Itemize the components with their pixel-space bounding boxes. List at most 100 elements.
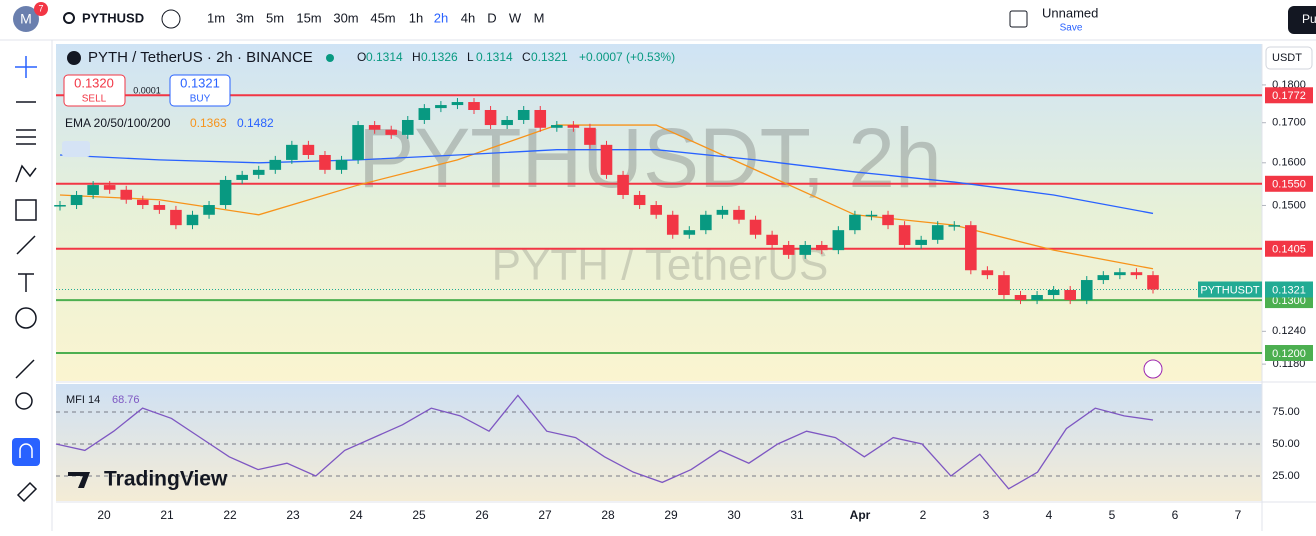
x-tick-label: 29 [664,508,678,522]
x-tick-label: Apr [850,508,871,522]
interval[interactable]: M [534,10,545,25]
ohlc-value: 0.1321 [531,50,568,64]
candle [335,159,348,170]
level-label: 0.1300 [1272,295,1306,307]
x-tick-label: 22 [223,508,237,522]
candle [70,194,83,206]
candle [799,244,812,255]
mfi-tick-label: 25.00 [1272,470,1300,482]
candle [716,209,729,215]
candle [965,225,977,271]
level-label: 0.1550 [1272,179,1306,191]
candle [1014,295,1027,301]
buy-button[interactable] [169,74,231,107]
publish-button[interactable] [1288,6,1316,34]
x-tick-label: 25 [412,508,426,522]
x-tick-label: 5 [1109,508,1116,522]
mfi-last: 68.76 [112,394,140,406]
candle [915,239,927,245]
avatar[interactable] [13,6,39,32]
add-symbol[interactable] [161,9,181,29]
candle [882,214,894,226]
candle [1114,272,1126,276]
currency-button[interactable] [1265,46,1313,70]
interval[interactable]: 15m [296,10,321,25]
ohlc-key: C [522,50,531,64]
level-label: 0.1405 [1272,244,1306,256]
x-tick-label: 24 [349,508,363,522]
x-tick-label: 4 [1046,508,1053,522]
candle [435,105,447,109]
interval[interactable]: 4h [461,10,475,25]
interval[interactable]: D [487,10,496,25]
spread: 0.0001 [133,85,161,95]
layout-icon[interactable] [1009,10,1028,28]
market-status [326,54,334,62]
interval[interactable]: 30m [333,10,358,25]
candle [236,174,248,180]
interval[interactable]: 1m [207,10,225,25]
candle [1097,275,1110,281]
candle [865,214,878,217]
currency: USDT [1272,52,1302,64]
symbol-label: PYTHUSDT [1200,284,1260,296]
candle [600,144,613,175]
ohlc-key: H [412,50,421,64]
level-label: 0.1772 [1272,90,1306,102]
candle [468,102,480,110]
legend-title: PYTH / TetherUS · 2h · BINANCE [88,49,313,66]
candle [451,102,464,106]
event-icon[interactable] [1143,359,1163,379]
x-tick-label: 2 [920,508,927,522]
candle [617,174,629,195]
ema-value: 0.1363 [190,116,227,130]
buy-label: BUY [190,94,211,105]
interval[interactable]: 3m [236,10,254,25]
candle [319,154,331,170]
mfi-pane[interactable] [56,384,1262,501]
change: +0.0007 (+0.53%) [579,50,675,64]
interval[interactable]: 2h [434,10,448,25]
interval[interactable]: 5m [266,10,284,25]
candle [137,199,149,206]
layout-name[interactable]: Unnamed [1042,5,1098,20]
candle [1064,289,1076,301]
symbol-logo [67,51,81,65]
candle [567,125,580,128]
candle [517,109,530,120]
badge-count: 7 [38,3,43,13]
candle [418,108,431,120]
candle [385,129,398,135]
candle [501,119,513,126]
ohlc-value: 0.1314 [476,50,513,64]
candle [650,205,662,215]
mfi-tick-label: 50.00 [1272,438,1300,450]
interval[interactable]: 1h [409,10,423,25]
candle [683,230,696,235]
sell-label: SELL [82,94,107,105]
y-tick-label: 0.1600 [1272,157,1306,169]
x-tick-label: 30 [727,508,741,522]
symbol-search[interactable]: PYTHUSD [82,10,144,25]
level-badge [1265,240,1313,257]
candle [103,185,116,190]
interval[interactable]: 45m [370,10,395,25]
level-badge [1265,345,1313,362]
candle [534,109,547,128]
interval[interactable]: W [509,10,522,25]
mfi-line [55,394,1154,490]
sell-price: 0.1320 [74,75,114,90]
candle [849,214,861,231]
candle [948,225,961,227]
sell-button[interactable] [63,74,126,107]
last-price-badge [1265,281,1313,298]
save-label[interactable]: Save [1060,23,1083,34]
collapse-button[interactable] [62,141,90,157]
candle [782,244,795,255]
y-tick-label: 0.1700 [1272,117,1306,129]
candle [733,209,745,220]
search-icon[interactable] [63,12,75,24]
candle [54,205,66,207]
watermark: PYTHUSDT, 2h [358,111,942,205]
candle [219,179,232,206]
